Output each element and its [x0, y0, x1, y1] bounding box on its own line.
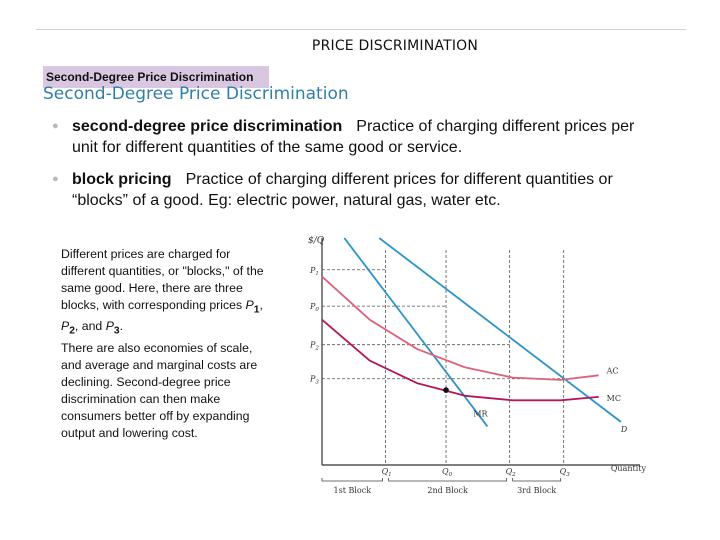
explanation-sentence: There are also economies of scale, and a… — [61, 340, 258, 440]
y-tick-label: P2 — [309, 341, 319, 352]
block-bracket — [321, 478, 383, 482]
curve-d — [378, 237, 622, 423]
price-symbol: P — [245, 298, 254, 312]
y-axis-label: $/Q — [308, 236, 325, 246]
separator: . — [119, 319, 124, 334]
y-tick-label: P3 — [309, 375, 319, 386]
bullet-block-pricing: ● block pricing Practice of charging diff… — [52, 169, 652, 211]
block-bracket — [388, 478, 508, 482]
block-bracket — [512, 478, 562, 482]
bullet-term: block pricing — [72, 171, 172, 188]
mc-mr-intersection-point — [443, 387, 449, 393]
price-subscript: 2 — [69, 325, 75, 337]
slide-title: PRICE DISCRIMINATION — [311, 38, 479, 54]
curve-label-mr: MR — [473, 409, 488, 418]
y-tick-label: P1 — [309, 266, 319, 277]
bullet-dot-icon: ● — [52, 120, 59, 132]
x-tick-label: Q0 — [442, 467, 453, 478]
block-label: 3rd Block — [517, 486, 556, 495]
bullet-definition: Practice of charging different prices pe… — [72, 118, 635, 156]
curve-label-d: D — [620, 425, 628, 434]
curve-label-ac: AC — [606, 366, 619, 375]
block-label: 2nd Block — [427, 486, 468, 495]
curve-ac — [321, 275, 599, 381]
x-tick-label: Q1 — [382, 467, 392, 478]
bullet-definition: Practice of charging different prices fo… — [72, 171, 613, 209]
separator: , — [259, 298, 263, 312]
price-symbol: P — [61, 319, 70, 334]
explanation-sentence: Different prices are charged for differe… — [61, 247, 264, 312]
curve-mc — [321, 319, 599, 402]
curve-label-mc: MC — [607, 394, 621, 403]
y-tick-label: P0 — [309, 302, 319, 313]
explanation-text: Different prices are charged for differe… — [61, 246, 276, 442]
price-subscript: 1 — [253, 304, 260, 316]
block-label: 1st Block — [334, 486, 372, 495]
x-tick-label: Q2 — [506, 467, 517, 478]
price-symbol: P — [105, 319, 114, 334]
separator: , and — [74, 319, 106, 334]
x-axis-label: Quantity — [611, 464, 647, 473]
section-label-text: Second-Degree Price Discrimination — [46, 70, 254, 84]
section-heading: Second-Degree Price Discrimination — [43, 84, 349, 104]
section-label-box: Second-Degree Price Discrimination — [43, 66, 269, 88]
x-tick-label: Q3 — [560, 467, 571, 478]
top-rule — [36, 29, 686, 30]
price-subscript: 3 — [113, 325, 120, 337]
bullet-second-degree: ● second-degree price discrimination Prac… — [52, 116, 652, 158]
bullet-dot-icon: ● — [52, 173, 59, 185]
bullet-term: second-degree price discrimination — [72, 118, 343, 135]
